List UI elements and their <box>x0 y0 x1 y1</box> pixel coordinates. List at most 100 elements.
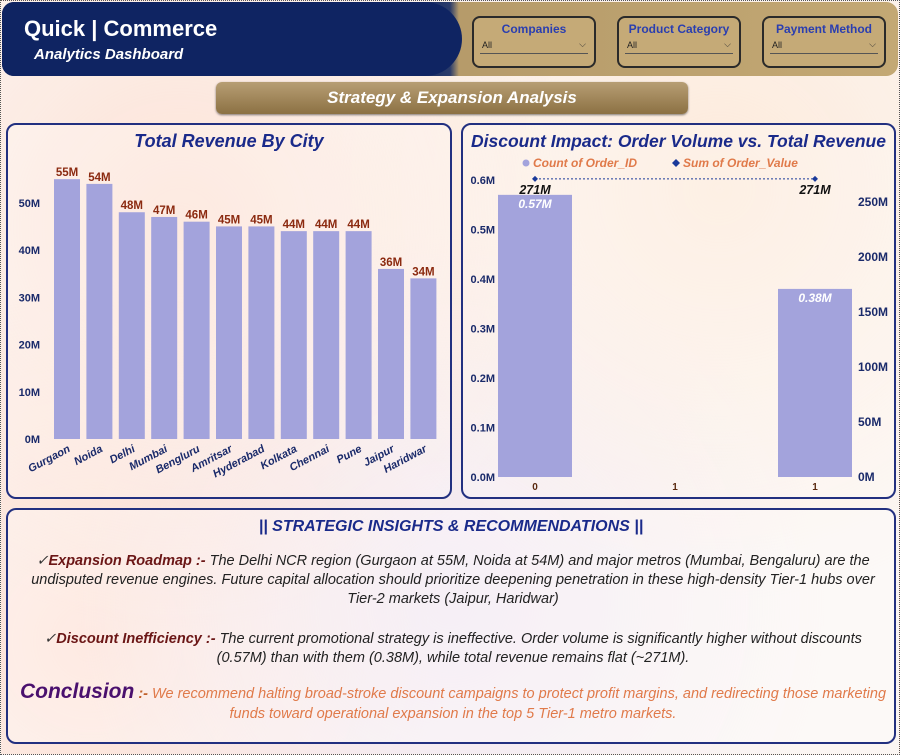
insight-discount-sep: :- <box>201 631 220 647</box>
x-tick-label: Gurgaon <box>26 443 72 475</box>
bar <box>183 221 210 439</box>
legend-label: Sum of Order_Value <box>683 156 798 170</box>
right-tick-label: 50M <box>858 415 881 429</box>
legend-label: Count of Order_ID <box>533 156 637 170</box>
left-tick-label: 0.1M <box>471 423 495 435</box>
insight-expansion-key: Expansion Roadmap <box>48 553 192 569</box>
filter-companies-value: All <box>482 40 493 50</box>
filter-payment-method-label: Payment Method <box>775 22 872 36</box>
data-label: 54M <box>88 172 110 184</box>
left-tick-label: 0.4M <box>471 274 495 286</box>
header-bar: Quick | Commerce Analytics Dashboard Com… <box>2 2 898 76</box>
order-count-bar <box>778 288 852 477</box>
filter-payment-method-select[interactable]: All ⌵ <box>770 39 878 54</box>
right-tick-label: 100M <box>858 360 888 374</box>
revenue-data-label: 271M <box>798 183 831 197</box>
revenue-data-label: 271M <box>518 183 551 197</box>
filter-payment-method[interactable]: Payment Method All ⌵ <box>762 16 886 68</box>
insights-panel: || STRATEGIC INSIGHTS & RECOMMENDATIONS … <box>6 508 896 744</box>
insight-discount-key: Discount Inefficiency <box>56 631 202 647</box>
check-icon: ✓ <box>44 631 57 647</box>
chevron-down-icon[interactable]: ⌵ <box>724 39 731 49</box>
header-title-area <box>2 2 462 76</box>
bar-data-label: 0.57M <box>518 197 552 211</box>
filter-product-category[interactable]: Product Category All ⌵ <box>617 16 741 68</box>
data-label: 36M <box>380 257 402 269</box>
left-tick-label: 0.2M <box>471 373 495 385</box>
insight-expansion-sep: :- <box>191 553 210 569</box>
legend-marker-diamond <box>672 159 680 167</box>
y-tick-label: 50M <box>19 198 40 210</box>
section-title: Strategy & Expansion Analysis <box>216 82 688 114</box>
revenue-by-city-chart: 0M10M20M30M40M50M55MGurgaon54MNoida48MDe… <box>19 167 437 480</box>
x-tick-label: 0 <box>532 482 538 493</box>
conclusion-key: Conclusion <box>19 680 135 703</box>
insight-discount: ✓Discount Inefficiency :- The current pr… <box>18 630 888 668</box>
y-tick-label: 30M <box>19 292 40 304</box>
data-label: 44M <box>283 219 305 231</box>
y-tick-label: 20M <box>19 340 40 352</box>
y-tick-label: 10M <box>19 387 40 399</box>
conclusion-sep: :- <box>134 686 153 702</box>
data-label: 47M <box>153 205 175 217</box>
filter-companies[interactable]: Companies All ⌵ <box>472 16 596 68</box>
data-label: 34M <box>412 266 434 278</box>
data-label: 46M <box>185 210 207 222</box>
app-subtitle: Analytics Dashboard <box>34 46 184 63</box>
left-tick-label: 0.6M <box>471 175 495 187</box>
bar <box>313 231 340 439</box>
filter-product-category-label: Product Category <box>628 22 730 36</box>
insight-expansion-text: The Delhi NCR region (Gurgaon at 55M, No… <box>31 553 875 607</box>
left-tick-label: 0.5M <box>471 225 495 237</box>
discount-impact-chart: Count of Order_ID Sum of Order_Value 0.0M 0… <box>471 156 889 493</box>
bar <box>410 278 437 439</box>
insights-heading: || STRATEGIC INSIGHTS & RECOMMENDATIONS … <box>258 518 644 535</box>
x-tick-label: Noida <box>72 443 105 468</box>
bar <box>216 226 242 439</box>
insight-discount-text: The current promotional strategy is inef… <box>216 631 862 666</box>
filter-payment-method-value: All <box>772 40 783 50</box>
right-tick-label: 0M <box>858 470 875 484</box>
bar <box>54 179 80 439</box>
revenue-by-city-panel: Total Revenue By City 0M 10M 20M 30M 40M 50M 5… <box>6 123 452 499</box>
right-tick-label: 200M <box>858 250 888 264</box>
bar <box>86 183 113 439</box>
bar <box>378 268 404 439</box>
chevron-down-icon[interactable]: ⌵ <box>579 39 586 49</box>
left-tick-label: 0.0M <box>471 472 495 484</box>
y-tick-label: 40M <box>19 245 40 257</box>
bar <box>248 226 275 439</box>
data-label: 44M <box>347 219 369 231</box>
conclusion: Conclusion :- We recommend halting broad… <box>18 680 888 724</box>
discount-impact-panel: Discount Impact: Order Volume vs. Total … <box>461 123 896 499</box>
insight-expansion: ✓Expansion Roadmap :- The Delhi NCR regi… <box>18 552 888 609</box>
filter-product-category-select[interactable]: All ⌵ <box>625 39 733 54</box>
right-tick-label: 150M <box>858 305 888 319</box>
revenue-point <box>812 175 818 182</box>
legend-marker-circle <box>522 159 530 167</box>
order-count-bar <box>498 194 572 477</box>
right-tick-label: 250M <box>858 195 888 209</box>
check-icon: ✓ <box>36 553 49 569</box>
filter-companies-select[interactable]: All ⌵ <box>480 39 588 54</box>
bar <box>345 231 372 439</box>
app-title: Quick | Commerce <box>24 16 218 41</box>
revenue-chart-title: Total Revenue By City <box>134 131 324 151</box>
x-tick-label: Pune <box>335 443 364 466</box>
bar-data-label: 0.38M <box>798 291 832 305</box>
filter-product-category-value: All <box>627 40 638 50</box>
y-tick-label: 0M <box>25 434 40 446</box>
data-label: 55M <box>56 167 78 179</box>
data-label: 44M <box>315 219 337 231</box>
bar <box>151 216 178 439</box>
chevron-down-icon[interactable]: ⌵ <box>869 39 876 49</box>
filter-companies-label: Companies <box>501 22 567 36</box>
bar <box>118 212 145 439</box>
x-tick-label: 1 <box>812 482 818 493</box>
data-label: 45M <box>218 214 240 226</box>
data-label: 45M <box>250 214 272 226</box>
discount-chart-title: Discount Impact: Order Volume vs. Total … <box>471 131 886 151</box>
x-tick-label: 1 <box>672 482 678 493</box>
bar <box>280 231 307 439</box>
revenue-point <box>532 175 538 182</box>
